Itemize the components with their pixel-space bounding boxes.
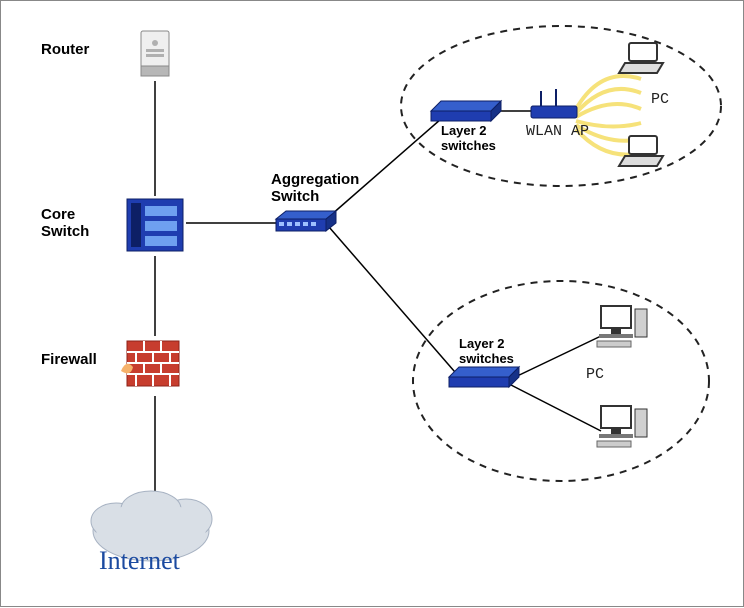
label-router: Router xyxy=(41,41,89,58)
label-wlan-ap: WLAN AP xyxy=(526,123,589,140)
firewall-icon xyxy=(121,341,179,386)
label-internet: Internet xyxy=(99,546,180,576)
l2-switch-a-icon xyxy=(431,101,501,121)
core-switch-icon xyxy=(127,199,183,251)
wlan-ap-icon xyxy=(531,89,577,118)
label-pc1: PC xyxy=(651,91,669,108)
edge-l2b-pc2 xyxy=(511,385,601,431)
label-l2a: Layer 2 switches xyxy=(441,123,496,153)
aggregation-switch-icon xyxy=(276,211,336,231)
label-core-switch: Core Switch xyxy=(41,206,89,240)
diagram-frame: Router Core Switch Firewall Aggregation … xyxy=(0,0,744,607)
router-icon xyxy=(141,31,169,76)
label-pc2: PC xyxy=(586,366,604,383)
label-l2b: Layer 2 switches xyxy=(459,336,514,366)
laptop-1-icon xyxy=(619,43,663,73)
edge-agg-l2b xyxy=(329,227,461,379)
label-firewall: Firewall xyxy=(41,351,97,368)
l2-switch-b-icon xyxy=(449,367,519,387)
pc-2-icon xyxy=(597,406,647,447)
pc-1-icon xyxy=(597,306,647,347)
label-aggregation: Aggregation Switch xyxy=(271,171,359,205)
diagram-svg xyxy=(1,1,744,608)
